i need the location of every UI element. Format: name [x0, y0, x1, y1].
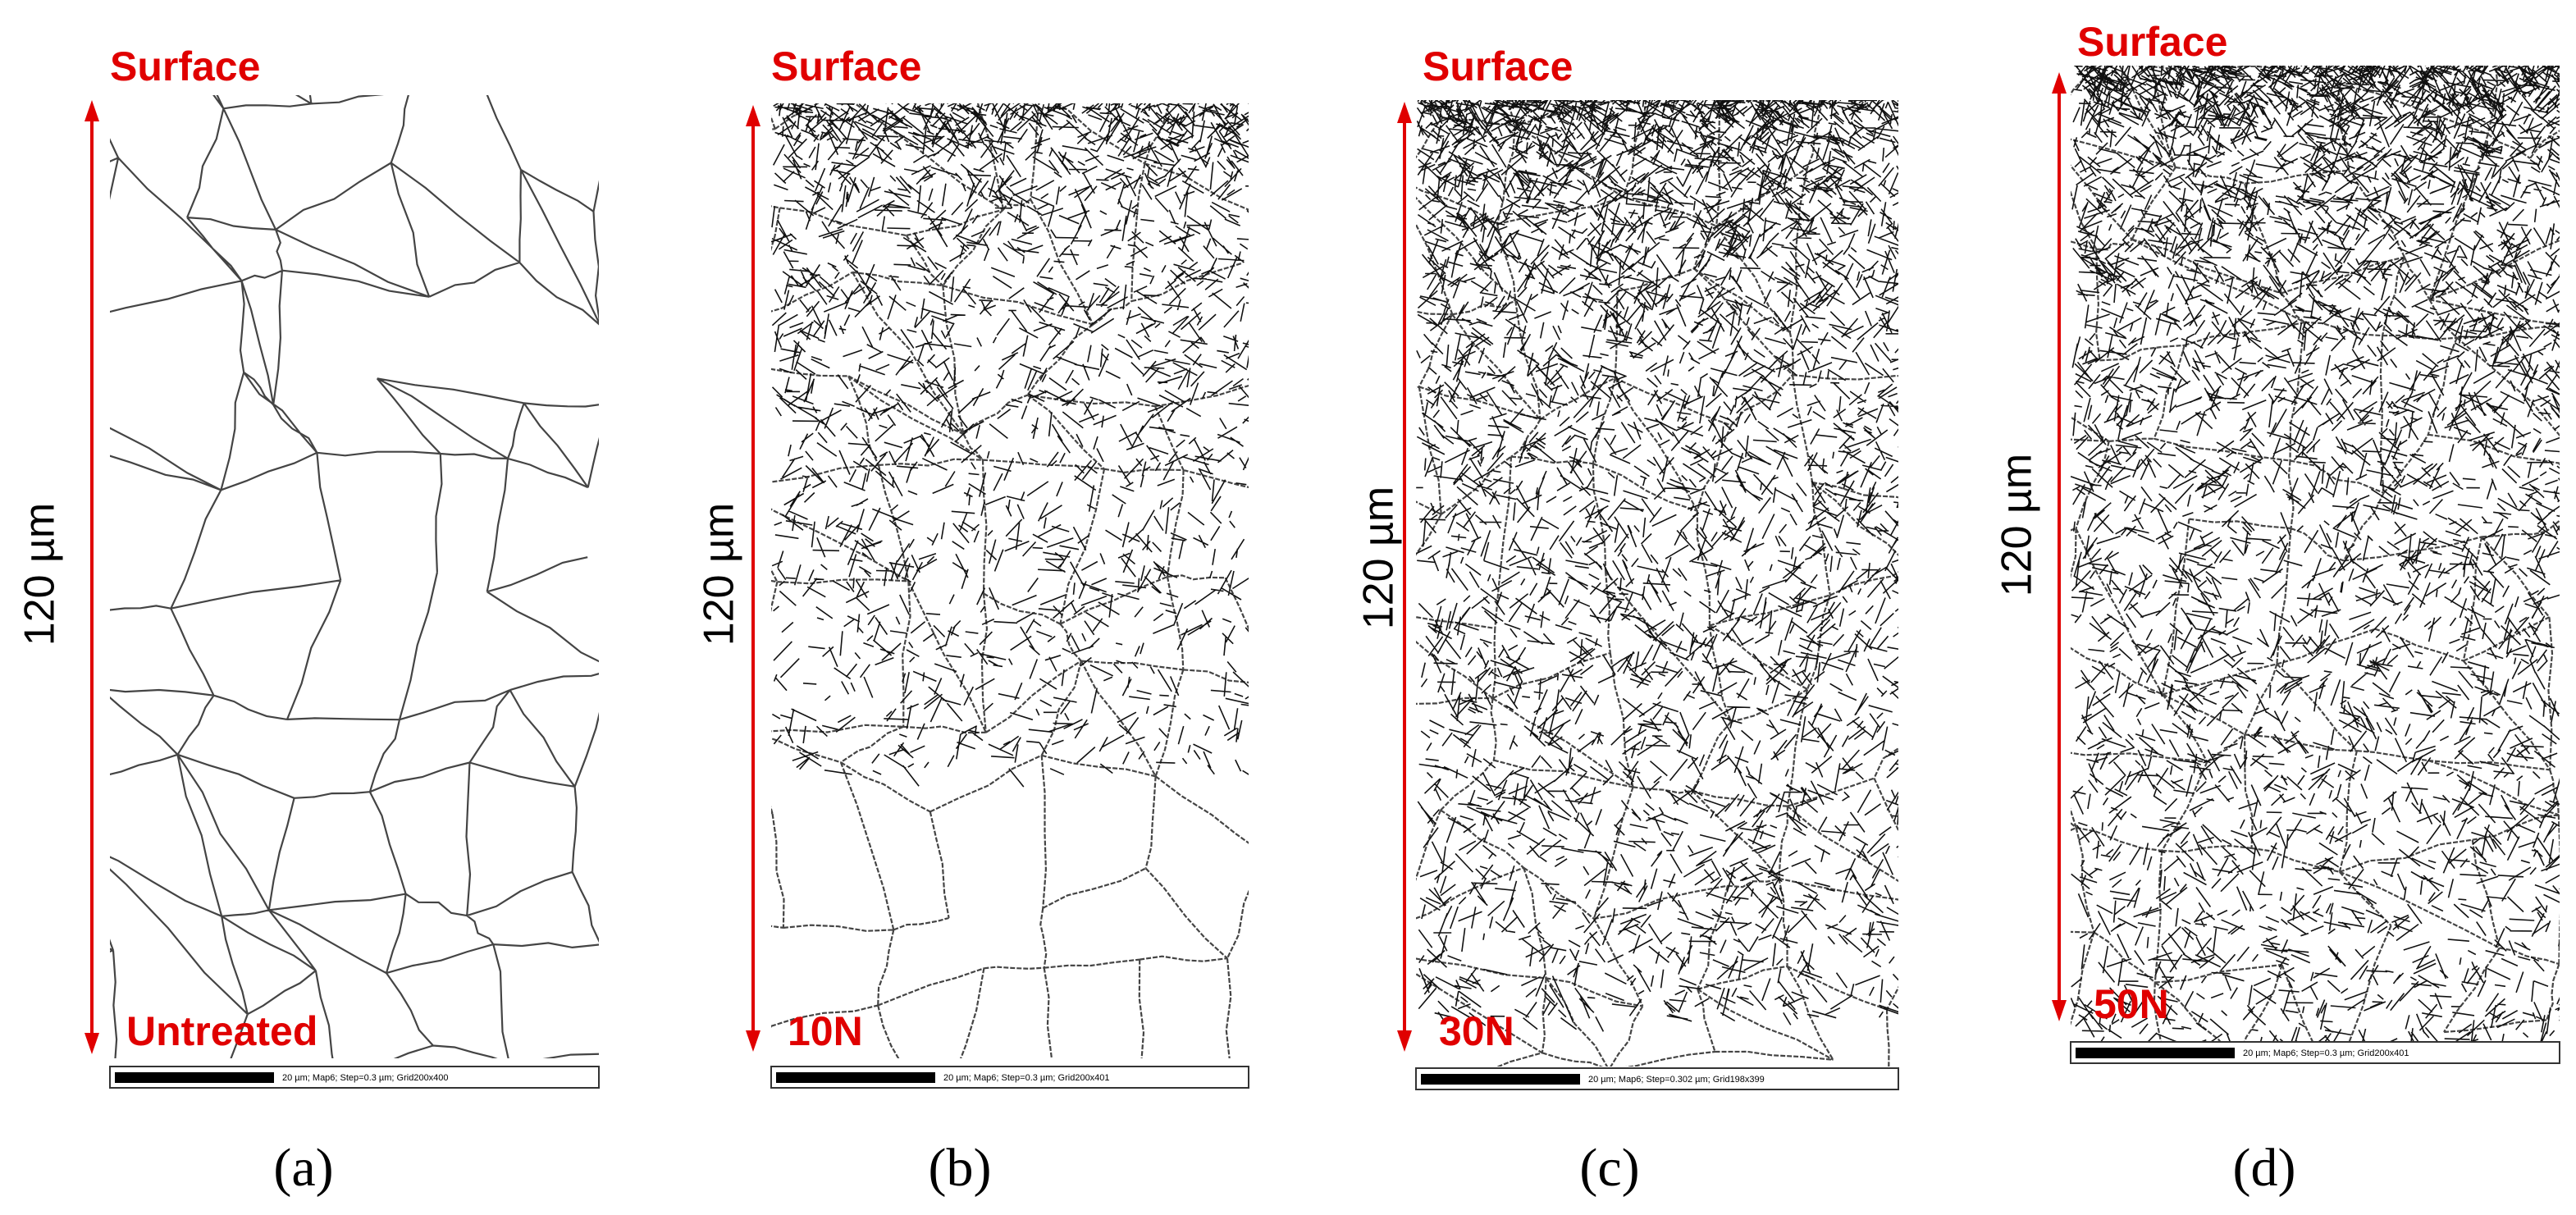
panel-caption: (d): [2233, 1138, 2296, 1198]
scale-bar-text: 20 µm; Map6; Step=0.302 µm; Grid198x399: [1588, 1075, 1765, 1085]
scale-bar-text: 20 µm; Map6; Step=0.3 µm; Grid200x401: [2243, 1048, 2409, 1058]
arrow-head: [746, 105, 760, 126]
panel-caption: (c): [1579, 1138, 1639, 1198]
panel: Surface 10N 120 µm 20 µm; Map6; Step=0.3 µm…: [696, 43, 1249, 1198]
arrow-head: [1397, 1030, 1412, 1052]
depth-label: 120 µm: [1994, 454, 2041, 596]
micrograph: [110, 95, 599, 1058]
panel: Surface 50N 120 µm 20 µm; Map6; Step=0.3 µm…: [1994, 19, 2560, 1198]
scale-bar: [1421, 1074, 1580, 1085]
grain-boundaries: [110, 95, 599, 1058]
depth-label: 120 µm: [696, 503, 743, 646]
panel: Surface 30N 120 µm 20 µm; Map6; Step=0.302 …: [1355, 43, 1899, 1198]
scale-bar: [2076, 1048, 2235, 1058]
deformation-lines: [771, 103, 1249, 788]
surface-label: Surface: [2077, 19, 2227, 65]
scale-bar-text: 20 µm; Map6; Step=0.3 µm; Grid200x401: [943, 1073, 1110, 1083]
arrow-head: [84, 100, 99, 121]
deformation-lines: [2071, 66, 2560, 1046]
condition-label: 50N: [2094, 981, 2169, 1027]
depth-label: 120 µm: [16, 503, 64, 646]
panel-caption: (b): [929, 1138, 992, 1198]
micrograph: [2071, 66, 2560, 1046]
surface-label: Surface: [1423, 43, 1573, 89]
depth-label: 120 µm: [1355, 486, 1403, 629]
scale-bar-text: 20 µm; Map6; Step=0.3 µm; Grid200x400: [282, 1073, 449, 1083]
micrograph-bg: [1416, 100, 1898, 1067]
surface-label: Surface: [771, 43, 921, 89]
arrow-head: [1397, 102, 1412, 123]
grain-boundaries: [2071, 66, 2560, 1046]
condition-label: 10N: [788, 1008, 863, 1054]
scale-bar: [776, 1072, 935, 1083]
panel: Surface Untreated 120 µm 20 µm; Map6; Step=…: [16, 43, 600, 1198]
arrow-head: [746, 1030, 760, 1052]
surface-label: Surface: [110, 43, 260, 89]
micrograph-bg: [110, 95, 599, 1058]
deformation-lines: [1416, 100, 1898, 1032]
arrow-head: [2052, 72, 2067, 94]
condition-label: 30N: [1439, 1008, 1514, 1054]
panel-caption: (a): [273, 1138, 333, 1198]
grain-boundaries: [771, 103, 1249, 1058]
scale-bar: [115, 1072, 274, 1083]
condition-label: Untreated: [126, 1008, 317, 1054]
arrow-head: [84, 1033, 99, 1054]
micrograph-bg: [2071, 66, 2560, 1046]
arrow-head: [2052, 1000, 2067, 1021]
micrograph: [1416, 100, 1898, 1067]
micrograph: [771, 103, 1249, 1058]
